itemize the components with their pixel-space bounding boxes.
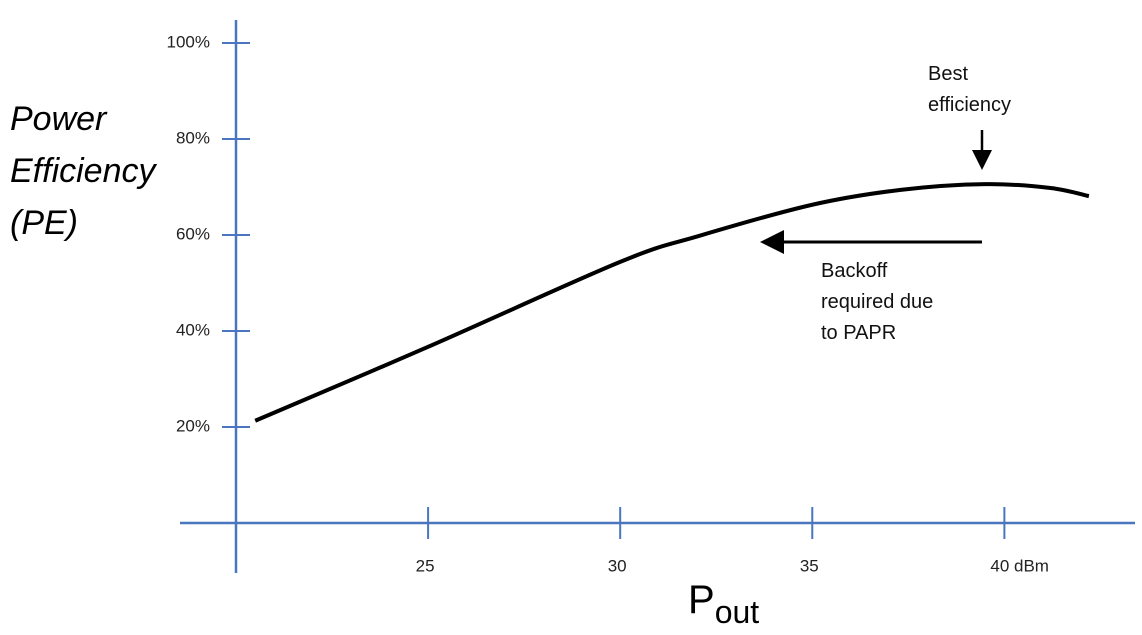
x-tick-label: 30 (608, 556, 627, 575)
y-axis-label: (PE) (10, 204, 78, 242)
annotation: Backoff (821, 260, 888, 282)
y-axis-label: Efficiency (10, 152, 157, 190)
y-tick-label: 100% (167, 32, 210, 51)
y-tick-label: 60% (176, 224, 210, 243)
annotation: required due (821, 291, 933, 313)
annotation: efficiency (928, 94, 1011, 116)
x-axis-label-main: P (688, 578, 715, 622)
x-axis-label-sub: out (715, 594, 760, 630)
y-tick-label: 80% (176, 128, 210, 147)
x-tick-label: 40 dBm (990, 556, 1049, 575)
line (254, 182, 1090, 423)
annotation: to PAPR (821, 322, 896, 344)
y-tick-label: 40% (176, 320, 210, 339)
y-tick-label: 20% (176, 416, 210, 435)
y-axis-label: Power (10, 100, 108, 138)
annotation: Best (928, 63, 968, 85)
x-axis-label: Pout (688, 578, 759, 630)
x-tick-label: 35 (800, 556, 819, 575)
x-tick-label: 25 (416, 556, 435, 575)
